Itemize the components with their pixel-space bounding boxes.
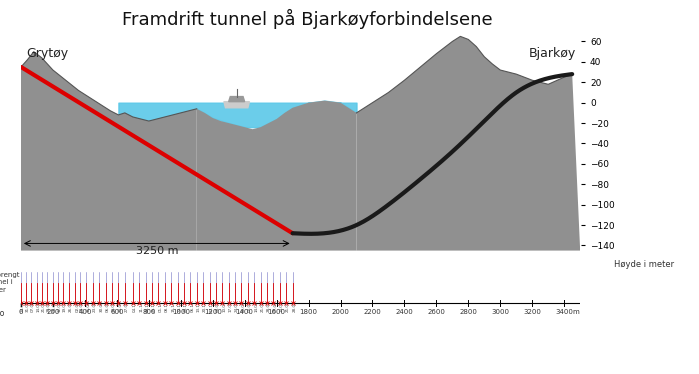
Text: 31.01: 31.01 [241,300,245,312]
Text: Høyde i meter: Høyde i meter [614,260,675,269]
Text: 22.11: 22.11 [178,300,182,312]
Text: 28.06: 28.06 [47,300,50,312]
Text: 11.10: 11.10 [139,301,143,312]
Text: 28.03: 28.03 [293,300,296,312]
Text: Dato: Dato [0,309,4,318]
Text: 800: 800 [142,309,156,315]
Polygon shape [229,96,245,102]
Text: 12.07: 12.07 [58,300,62,312]
Text: 28.02: 28.02 [267,300,271,312]
Text: 14.02: 14.02 [254,300,258,312]
Text: 13.09: 13.09 [112,300,116,312]
Text: 16.08: 16.08 [87,300,90,312]
Text: 2800: 2800 [459,309,477,315]
Text: 14.03: 14.03 [280,300,284,312]
Text: 30.08: 30.08 [99,300,103,312]
Text: 02.08: 02.08 [75,300,79,312]
Text: 03.01: 03.01 [216,300,220,312]
Text: Framdrift tunnel på Bjarkøyforbindelsene: Framdrift tunnel på Bjarkøyforbindelsene [122,9,493,30]
Polygon shape [224,102,250,108]
Text: 29.11: 29.11 [184,300,188,312]
Text: 400: 400 [78,309,92,315]
Text: 07.06: 07.06 [31,300,34,312]
Text: 20.09: 20.09 [118,300,122,312]
Text: 200: 200 [46,309,59,315]
Text: 600: 600 [110,309,124,315]
Text: 15.11: 15.11 [171,301,175,312]
Text: m: m [572,309,579,315]
Polygon shape [196,101,356,251]
Text: Grytøy: Grytøy [26,47,68,59]
Text: 26.07: 26.07 [69,300,73,312]
Text: 04.10: 04.10 [133,300,137,312]
Text: 1000: 1000 [172,309,189,315]
Text: 10.01: 10.01 [222,300,226,312]
Polygon shape [356,36,580,251]
Text: 27.12: 27.12 [210,300,213,312]
Text: 27.09: 27.09 [125,300,129,312]
Text: 2600: 2600 [427,309,445,315]
Text: 17.01: 17.01 [229,300,233,312]
Text: 21.06: 21.06 [42,300,45,312]
Text: 1800: 1800 [300,309,317,315]
Text: 09.08: 09.08 [80,300,84,312]
Text: 13.12: 13.12 [196,300,201,312]
Text: 2000: 2000 [331,309,350,315]
Text: 2200: 2200 [363,309,382,315]
Text: 0: 0 [19,309,23,315]
Text: 24.05: 24.05 [21,300,25,312]
Text: 3250 m: 3250 m [136,246,178,257]
Text: 23.08: 23.08 [93,300,97,312]
Text: 25.10: 25.10 [152,300,156,312]
Text: 08.11: 08.11 [165,300,168,312]
Text: 06.09: 06.09 [106,300,110,312]
Text: 07.03: 07.03 [273,300,278,312]
Text: 3400: 3400 [555,309,573,315]
Text: 20.12: 20.12 [203,300,207,312]
Text: 1200: 1200 [203,309,222,315]
Text: 1400: 1400 [236,309,254,315]
Text: Utsprengt
tunnel i
meter: Utsprengt tunnel i meter [0,272,20,292]
Text: 21.03: 21.03 [286,300,290,312]
Text: 31.05: 31.05 [26,300,30,312]
Polygon shape [21,52,196,251]
Text: 14.06: 14.06 [37,300,41,312]
Text: 06.12: 06.12 [190,300,194,312]
Text: 24.01: 24.01 [235,300,239,312]
Text: 01.11: 01.11 [159,301,162,312]
Text: 07.02: 07.02 [248,300,252,312]
Text: 18.10: 18.10 [145,300,150,312]
Text: 21.02: 21.02 [261,300,265,312]
Text: Bjarkøy: Bjarkøy [529,47,576,59]
Text: 2400: 2400 [396,309,413,315]
Text: 1600: 1600 [268,309,286,315]
Text: 05.07: 05.07 [53,300,57,312]
Text: 3000: 3000 [491,309,510,315]
Text: 19.07: 19.07 [62,300,66,312]
Text: 3200: 3200 [524,309,541,315]
